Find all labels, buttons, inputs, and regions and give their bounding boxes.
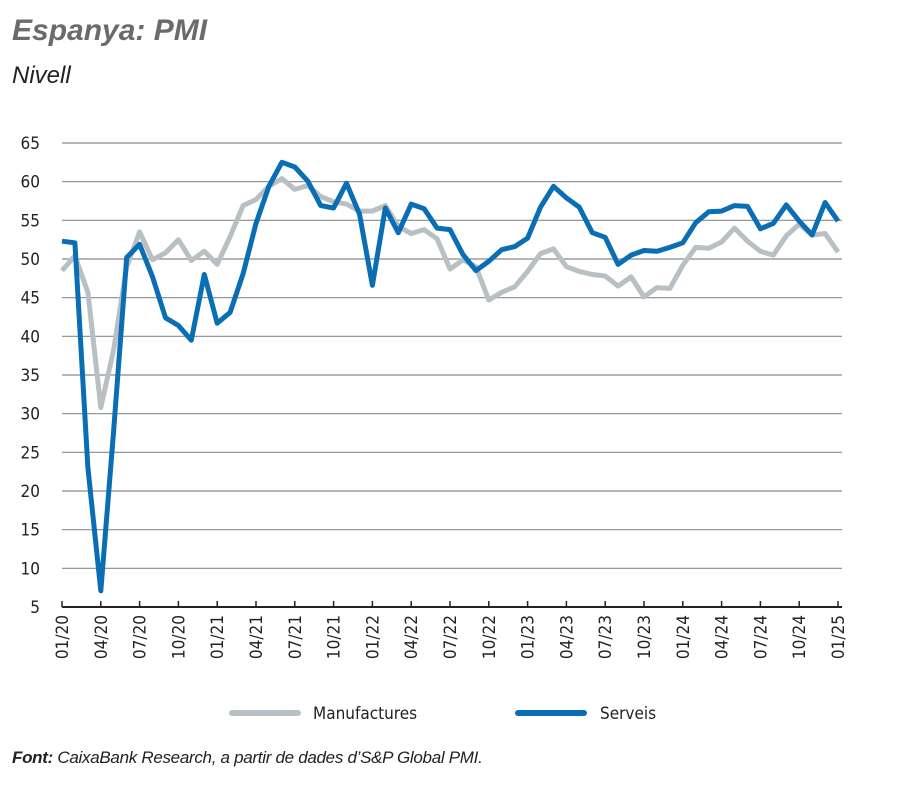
x-tick-label: 01/21: [208, 615, 228, 659]
x-tick-label: 07/23: [596, 615, 616, 659]
x-tick-label: 07/22: [441, 615, 461, 659]
source-text: CaixaBank Research, a partir de dades d’…: [52, 748, 483, 767]
y-tick-label: 40: [21, 327, 40, 347]
x-tick-label: 10/23: [635, 615, 655, 659]
x-tick-label: 01/25: [829, 615, 849, 659]
chart-subtitle: Nivell: [12, 62, 71, 89]
legend-label: Serveis: [600, 704, 656, 724]
y-tick-label: 50: [21, 250, 40, 270]
x-tick-label: 10/22: [480, 615, 500, 659]
y-tick-label: 15: [21, 521, 40, 541]
x-tick-label: 04/22: [402, 615, 422, 659]
x-tick-label: 01/23: [519, 615, 539, 659]
x-tick-label: 01/24: [674, 615, 694, 659]
source-label: Font:: [12, 748, 53, 767]
y-tick-label: 35: [21, 366, 40, 386]
legend-label: Manufactures: [313, 704, 417, 724]
x-tick-label: 04/21: [247, 615, 267, 659]
x-tick-label: 10/24: [790, 615, 810, 659]
y-tick-label: 55: [21, 211, 40, 231]
x-tick-label: 01/20: [53, 615, 73, 659]
y-tick-label: 25: [21, 443, 40, 463]
x-tick-label: 07/20: [131, 615, 151, 659]
source-note: Font: CaixaBank Research, a partir de da…: [12, 748, 483, 768]
x-tick-label: 04/20: [92, 615, 112, 659]
y-tick-label: 60: [21, 173, 40, 193]
y-tick-label: 20: [21, 482, 40, 502]
series-line-serveis: [61, 159, 841, 594]
y-tick-label: 45: [21, 289, 40, 309]
y-tick-label: 10: [21, 559, 40, 579]
series-line-manufactures: [60, 176, 841, 410]
x-tick-label: 04/24: [713, 615, 733, 659]
x-tick-label: 07/21: [286, 615, 306, 659]
x-tick-label: 01/22: [363, 615, 383, 659]
x-tick-label: 10/20: [169, 615, 189, 659]
x-tick-label: 04/23: [557, 615, 577, 659]
y-tick-label: 5: [30, 598, 40, 618]
y-tick-label: 65: [21, 134, 40, 154]
chart-title: Espanya: PMI: [12, 14, 208, 47]
y-tick-label: 30: [21, 405, 40, 425]
x-tick-label: 07/24: [751, 615, 771, 659]
x-tick-label: 10/21: [325, 615, 345, 659]
